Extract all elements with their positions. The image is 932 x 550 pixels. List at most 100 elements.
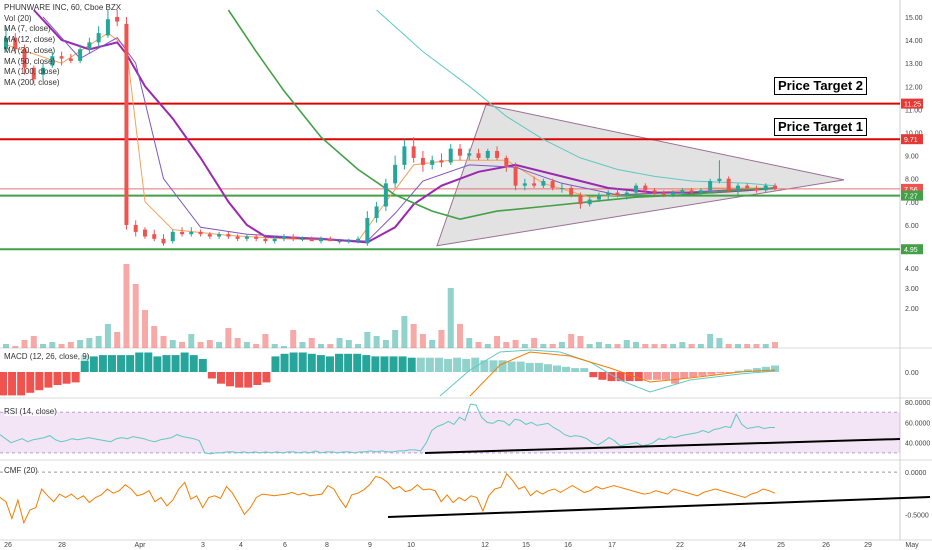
volume-bar: [262, 334, 268, 348]
price-tick-label: 7.00: [905, 200, 919, 207]
volume-bar: [290, 330, 296, 348]
volume-bar: [12, 346, 18, 348]
level-tag-label: 4.95: [904, 247, 918, 254]
volume-bar: [494, 336, 500, 348]
price-tick-label: 9.00: [905, 154, 919, 161]
macd-histogram-bar: [390, 356, 398, 372]
level-tag-label: 9.71: [904, 137, 918, 144]
macd-histogram-bar: [235, 372, 243, 388]
candle-body: [615, 193, 619, 195]
candle-body: [291, 237, 295, 239]
volume-bar: [272, 344, 278, 348]
time-tick-label: 28: [58, 542, 66, 549]
volume-bar: [170, 340, 176, 348]
volume-bar: [383, 340, 389, 348]
volume-bar: [466, 338, 472, 348]
indicator-ma20: MA (20, close): [4, 46, 121, 57]
macd-histogram-bar: [535, 363, 543, 372]
macd-histogram-bar: [26, 372, 34, 393]
volume-bar: [77, 340, 83, 348]
volume-bar: [401, 316, 407, 348]
time-tick-label: 6: [283, 542, 287, 549]
macd-histogram-bar: [598, 372, 606, 380]
volume-bar: [429, 340, 435, 348]
volume-bar: [614, 344, 620, 348]
macd-histogram-bar: [208, 372, 216, 379]
candle-body: [412, 146, 416, 158]
volume-bar: [577, 336, 583, 348]
price-tick-label: 6.00: [905, 223, 919, 230]
macd-histogram-bar: [571, 368, 579, 372]
volume-bar: [364, 332, 370, 348]
candle-body: [263, 239, 267, 241]
volume-bar: [531, 338, 537, 348]
candle-body: [764, 186, 768, 191]
candle-body: [310, 239, 314, 241]
volume-bar: [559, 342, 565, 348]
volume-bar: [392, 330, 398, 348]
indicator-ma7: MA (7, close): [4, 24, 121, 35]
candle-body: [254, 237, 258, 239]
volume-bar: [281, 346, 287, 348]
candle-body: [578, 195, 582, 204]
time-tick-label: 25: [777, 542, 785, 549]
macd-histogram-bar: [517, 362, 525, 372]
candle-body: [439, 160, 443, 162]
volume-bar: [3, 344, 9, 348]
volume-bar: [207, 340, 213, 348]
macd-histogram-bar: [399, 356, 407, 372]
macd-histogram-bar: [589, 372, 597, 377]
time-tick-label: 26: [4, 542, 12, 549]
macd-histogram-bar: [717, 372, 725, 373]
macd-histogram-bar: [90, 356, 98, 372]
volume-bar: [253, 344, 259, 348]
candle-body: [495, 151, 499, 158]
macd-histogram-bar: [526, 363, 534, 372]
volume-bar: [448, 288, 454, 348]
volume-bar: [689, 344, 695, 348]
time-tick-label: 17: [608, 542, 616, 549]
candle-body: [319, 239, 323, 241]
volume-bar: [318, 344, 324, 348]
macd-histogram-bar: [426, 358, 434, 372]
macd-histogram-bar: [626, 372, 634, 381]
candle-body: [282, 237, 286, 239]
indicator-vol: Vol (20): [4, 14, 121, 25]
candle-body: [523, 183, 527, 185]
volume-bar: [596, 342, 602, 348]
volume-bar: [438, 330, 444, 348]
candle-body: [217, 234, 221, 236]
macd-histogram-bar: [53, 372, 61, 385]
macd-histogram-bar: [371, 356, 379, 372]
volume-bar: [679, 342, 685, 348]
candle-body: [384, 183, 388, 206]
macd-histogram-bar: [17, 372, 25, 395]
rsi-tick-label: 60.0000: [905, 420, 930, 427]
macd-histogram-bar: [499, 360, 507, 372]
price-tick-label: 13.00: [905, 61, 923, 68]
candle-body: [338, 241, 342, 242]
candle-body: [745, 186, 749, 188]
volume-bar: [31, 336, 37, 348]
time-tick-label: 12: [481, 542, 489, 549]
volume-bar: [374, 336, 380, 348]
macd-histogram-bar: [580, 368, 588, 372]
macd-pane-label: MACD (12, 26, close, 9): [4, 352, 89, 361]
indicator-ma100: MA (100, close): [4, 67, 121, 78]
macd-histogram-bar: [181, 353, 189, 373]
candle-body: [717, 179, 721, 181]
candle-body: [690, 190, 694, 192]
candle-body: [273, 239, 277, 241]
volume-bar: [670, 344, 676, 348]
volume-bar: [142, 310, 148, 348]
volume-bar: [22, 340, 28, 348]
candle-body: [328, 239, 332, 241]
candle-body: [208, 234, 212, 236]
candle-body: [375, 206, 379, 218]
volume-bar: [179, 342, 185, 348]
volume-bar: [420, 334, 426, 348]
macd-histogram-bar: [162, 355, 170, 372]
price-tick-label: 8.00: [905, 177, 919, 184]
macd-histogram-bar: [444, 359, 452, 372]
candle-body: [606, 193, 610, 195]
